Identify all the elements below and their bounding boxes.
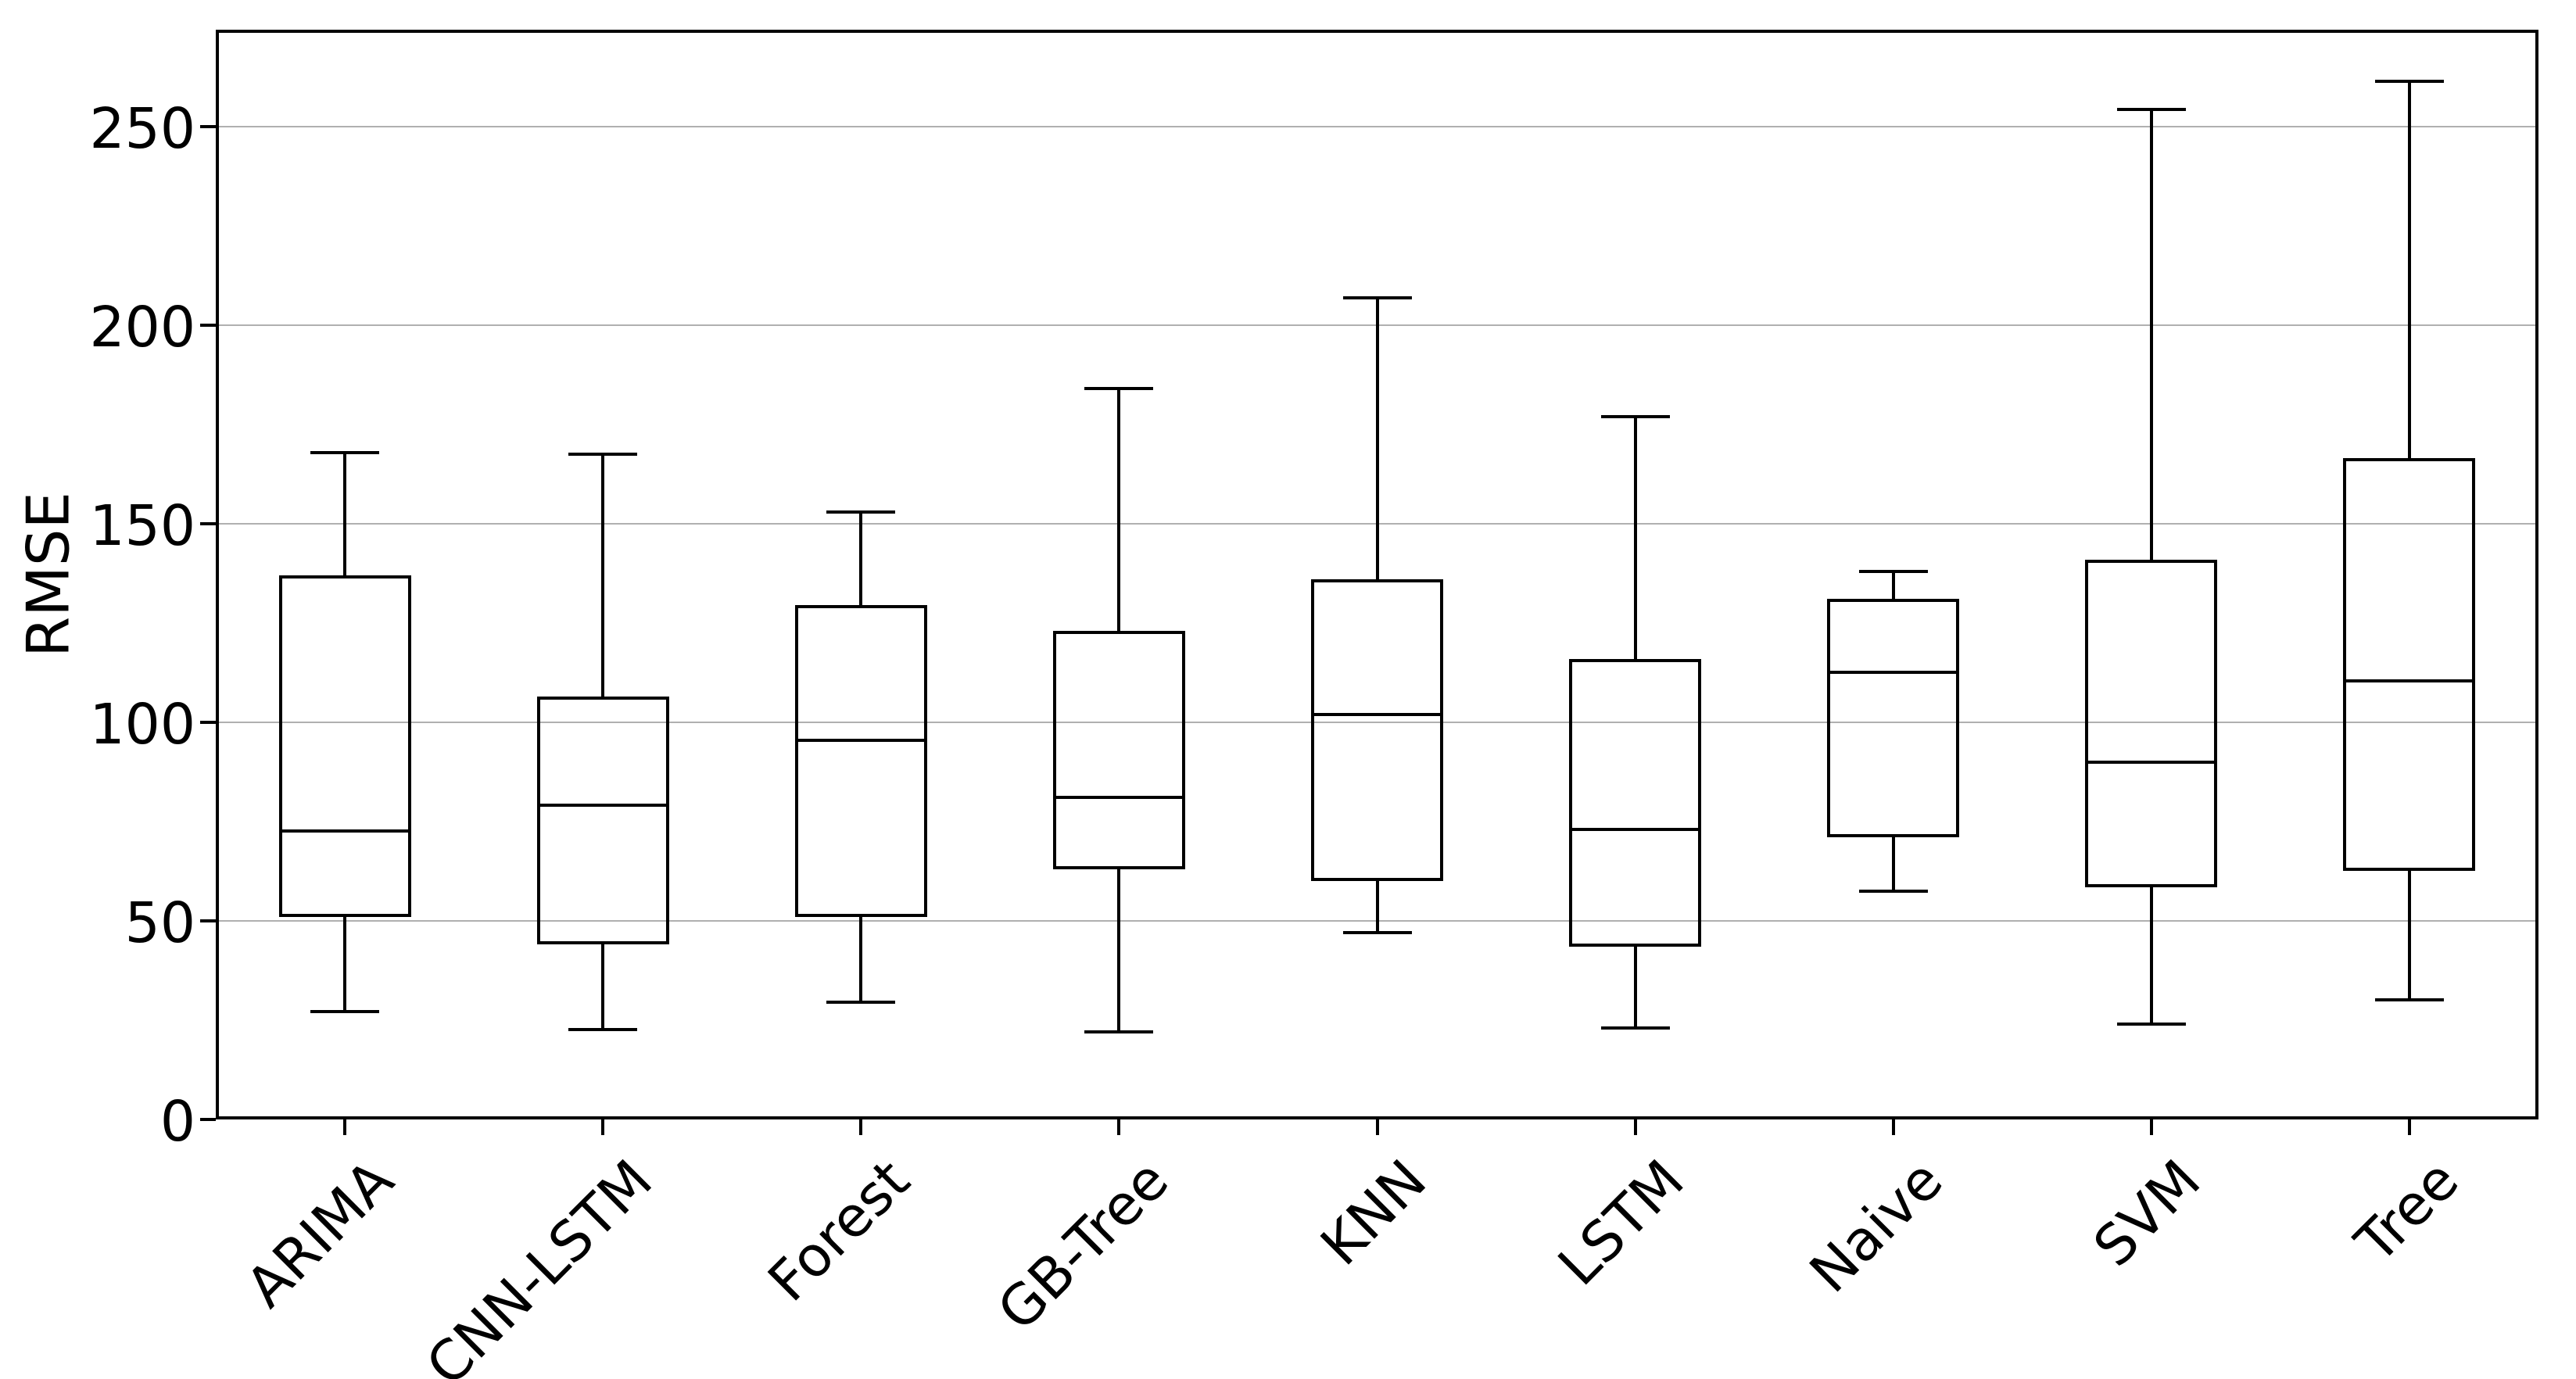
upper-whisker-cap bbox=[1600, 414, 1670, 418]
median-line bbox=[1827, 671, 1960, 675]
lower-whisker-cap bbox=[826, 1000, 896, 1004]
x-tick bbox=[1117, 1119, 1121, 1135]
x-tick-label: Tree bbox=[2343, 1147, 2471, 1275]
y-gridline bbox=[216, 721, 2538, 723]
x-tick bbox=[1891, 1119, 1895, 1135]
median-line bbox=[2343, 679, 2476, 682]
y-tick-label: 200 bbox=[89, 295, 195, 360]
upper-whisker-cap bbox=[568, 453, 638, 457]
lower-whisker-cap bbox=[310, 1010, 380, 1014]
median-line bbox=[1052, 796, 1185, 800]
upper-whisker bbox=[601, 454, 605, 697]
upper-whisker bbox=[343, 452, 347, 575]
median-line bbox=[536, 804, 669, 808]
box-arima bbox=[278, 575, 411, 917]
box-cnn-lstm bbox=[536, 696, 669, 945]
x-tick bbox=[859, 1119, 863, 1135]
plot-area bbox=[216, 30, 2538, 1119]
median-line bbox=[1569, 827, 1702, 831]
x-tick-label: CNN-LSTM bbox=[413, 1147, 665, 1379]
x-tick-label: KNN bbox=[1308, 1147, 1438, 1277]
y-axis-label: RMSE bbox=[13, 491, 83, 657]
lower-whisker bbox=[1117, 869, 1121, 1032]
y-tick-label: 0 bbox=[159, 1088, 195, 1154]
upper-whisker bbox=[1375, 297, 1379, 580]
box-svm bbox=[2085, 559, 2218, 887]
x-tick bbox=[2149, 1119, 2153, 1135]
box-knn bbox=[1311, 579, 1443, 881]
x-tick-label: LSTM bbox=[1546, 1147, 1697, 1298]
y-gridline bbox=[216, 126, 2538, 128]
lower-whisker-cap bbox=[1600, 1026, 1670, 1030]
x-tick-label: Naive bbox=[1797, 1147, 1955, 1305]
lower-whisker-cap bbox=[1858, 889, 1928, 893]
upper-whisker bbox=[2149, 109, 2153, 560]
y-tick-label: 250 bbox=[89, 96, 195, 162]
x-tick bbox=[343, 1119, 347, 1135]
upper-whisker-cap bbox=[2374, 79, 2444, 83]
box-tree bbox=[2343, 458, 2476, 872]
upper-whisker bbox=[859, 511, 863, 606]
lower-whisker bbox=[2407, 871, 2411, 1001]
y-tick-label: 150 bbox=[89, 493, 195, 559]
lower-whisker-cap bbox=[2374, 998, 2444, 1002]
y-tick bbox=[200, 125, 216, 129]
x-tick bbox=[601, 1119, 605, 1135]
y-tick bbox=[200, 720, 216, 724]
x-tick bbox=[2407, 1119, 2411, 1135]
upper-whisker-cap bbox=[826, 510, 896, 514]
upper-whisker-cap bbox=[1342, 296, 1412, 299]
y-tick bbox=[200, 324, 216, 328]
upper-whisker-cap bbox=[1084, 387, 1154, 391]
box-lstm bbox=[1569, 658, 1702, 947]
y-tick bbox=[200, 919, 216, 922]
upper-whisker bbox=[1633, 416, 1637, 659]
lower-whisker bbox=[1633, 946, 1637, 1028]
upper-whisker-cap bbox=[1858, 569, 1928, 573]
box-naive bbox=[1827, 599, 1960, 838]
upper-whisker-cap bbox=[310, 450, 380, 454]
lower-whisker bbox=[859, 916, 863, 1002]
x-tick-label: Forest bbox=[755, 1147, 923, 1314]
lower-whisker-cap bbox=[2116, 1022, 2186, 1026]
lower-whisker-cap bbox=[1342, 930, 1412, 934]
lower-whisker-cap bbox=[568, 1028, 638, 1032]
y-tick bbox=[200, 522, 216, 526]
x-tick bbox=[1633, 1119, 1637, 1135]
x-tick-label: SVM bbox=[2081, 1147, 2213, 1279]
box-gb-tree bbox=[1052, 631, 1185, 869]
x-tick-label: GB-Tree bbox=[984, 1147, 1181, 1343]
x-tick-label: ARIMA bbox=[234, 1147, 407, 1320]
upper-whisker bbox=[2407, 81, 2411, 459]
y-tick-label: 50 bbox=[124, 890, 195, 955]
box-forest bbox=[794, 605, 927, 917]
lower-whisker bbox=[343, 916, 347, 1012]
lower-whisker bbox=[1891, 837, 1895, 891]
median-line bbox=[2085, 760, 2218, 764]
lower-whisker bbox=[2149, 886, 2153, 1024]
median-line bbox=[278, 829, 411, 833]
lower-whisker bbox=[601, 944, 605, 1030]
median-line bbox=[794, 738, 927, 742]
y-tick-label: 100 bbox=[89, 691, 195, 757]
x-tick bbox=[1375, 1119, 1379, 1135]
upper-whisker-cap bbox=[2116, 107, 2186, 111]
median-line bbox=[1311, 712, 1443, 716]
upper-whisker bbox=[1891, 571, 1895, 600]
y-tick bbox=[200, 1117, 216, 1121]
lower-whisker-cap bbox=[1084, 1030, 1154, 1033]
lower-whisker bbox=[1375, 880, 1379, 933]
upper-whisker bbox=[1117, 389, 1121, 632]
